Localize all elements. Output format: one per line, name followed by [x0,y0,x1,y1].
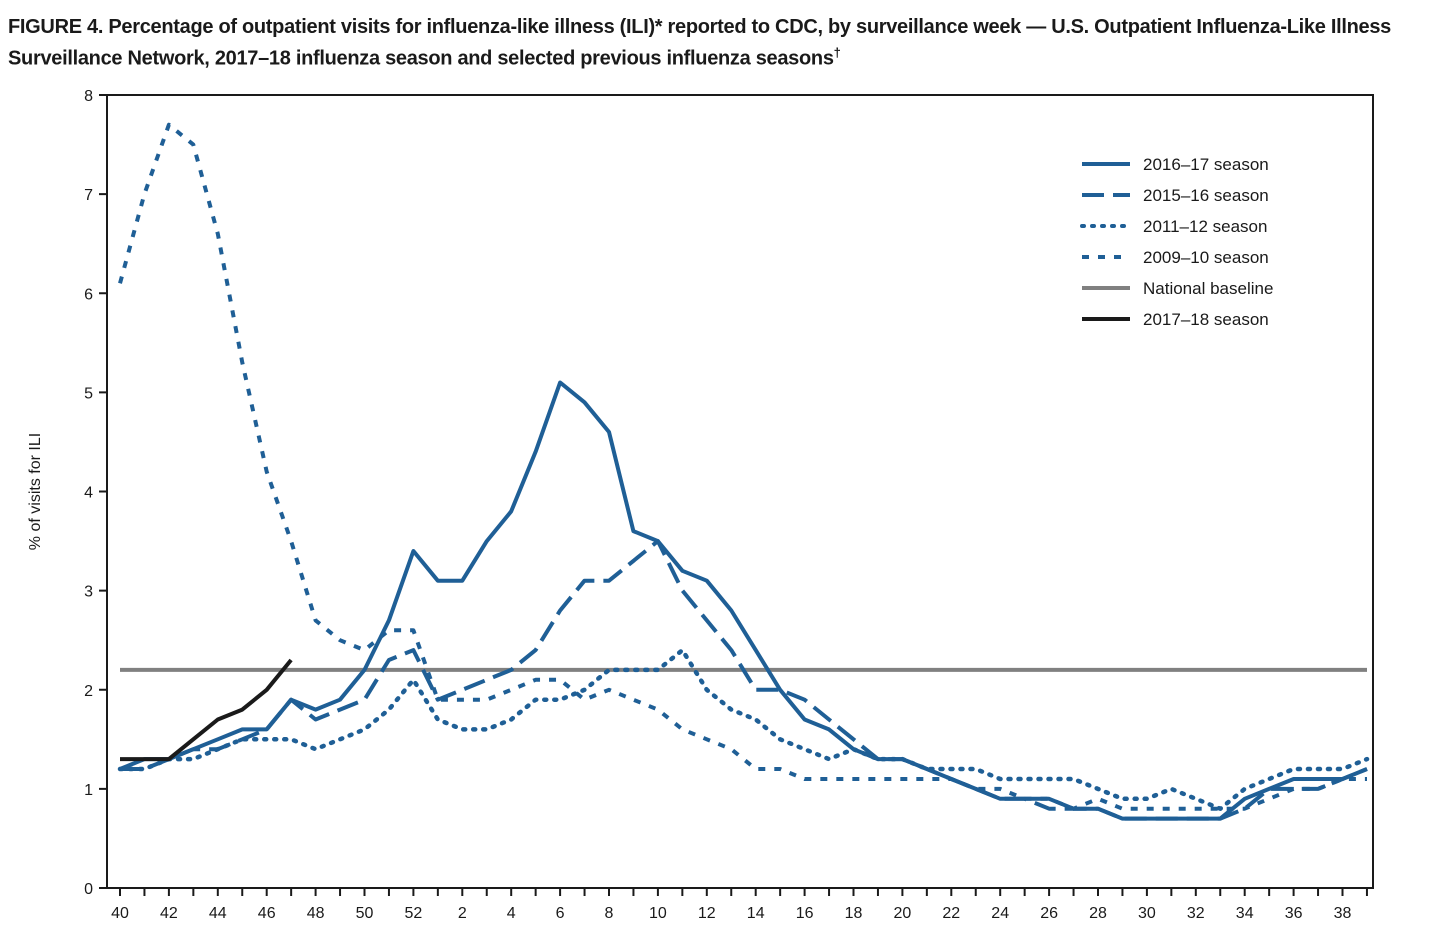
plot-frame [106,94,1374,889]
legend-label: 2011–12 season [1143,217,1267,236]
series-layer [117,122,1370,821]
x-tick-label: 32 [1187,905,1205,922]
y-tick-label: 2 [84,683,93,700]
y-tick-label: 3 [84,584,93,601]
legend-label: 2015–16 season [1143,186,1269,205]
legend: 2016–17 season 2015–16 season 2011–12 seas… [1080,155,1273,329]
x-tick-label: 28 [1089,905,1107,922]
legend-label: National baseline [1143,279,1273,298]
y-tick-label: 7 [84,187,93,204]
x-tick-label: 6 [556,905,565,922]
series-line-2011-12-season [117,647,1370,811]
figure-title: FIGURE 4. Percentage of outpatient visit… [8,14,1428,72]
x-tick-label: 18 [845,905,863,922]
series-line-2015-16-season [120,539,1368,821]
x-tick-label: 20 [894,905,912,922]
x-tick-label: 38 [1334,905,1352,922]
figure-title-mark: † [833,45,841,60]
y-axis-ticks: 0 1 2 3 4 5 6 7 8 [84,88,107,898]
x-tick-label: 34 [1236,905,1254,922]
legend-label: 2009–10 season [1143,248,1269,267]
y-tick-label: 0 [84,881,93,898]
y-tick-label: 8 [84,88,93,105]
x-tick-label: 30 [1138,905,1156,922]
x-tick-label: 36 [1285,905,1303,922]
y-tick-label: 6 [84,286,93,303]
series-line-2009-10-season [118,122,1367,811]
x-tick-label: 12 [698,905,716,922]
series-line-2017-18-season [120,658,293,762]
x-tick-label: 22 [942,905,960,922]
y-tick-label: 4 [84,485,93,502]
x-tick-label: 40 [111,905,129,922]
x-tick-label: 16 [796,905,814,922]
x-tick-label: 44 [209,905,227,922]
x-tick-label: 10 [649,905,667,922]
y-tick-label: 5 [84,385,93,402]
x-tick-label: 8 [605,905,614,922]
y-tick-label: 1 [84,782,93,799]
x-tick-label: 2 [458,905,467,922]
x-tick-label: 14 [747,905,765,922]
figure-title-text: FIGURE 4. Percentage of outpatient visit… [8,16,1391,70]
x-tick-label: 26 [1040,905,1058,922]
series-line-2016-17-season [119,380,1368,821]
legend-label: 2017–18 season [1143,310,1269,329]
x-tick-label: 50 [356,905,374,922]
x-tick-label: 52 [405,905,423,922]
x-tick-label: 4 [507,905,516,922]
x-tick-label: 48 [307,905,325,922]
y-axis-title: % of visits for ILI [27,433,44,550]
x-axis-ticks: 40 42 44 46 48 50 52 2 4 6 8 10 12 14 16 18 20 22 24 26 28 30… [111,888,1368,922]
legend-label: 2016–17 season [1143,155,1269,174]
x-tick-label: 46 [258,905,276,922]
x-tick-label: 42 [160,905,178,922]
x-tick-label: 24 [991,905,1009,922]
